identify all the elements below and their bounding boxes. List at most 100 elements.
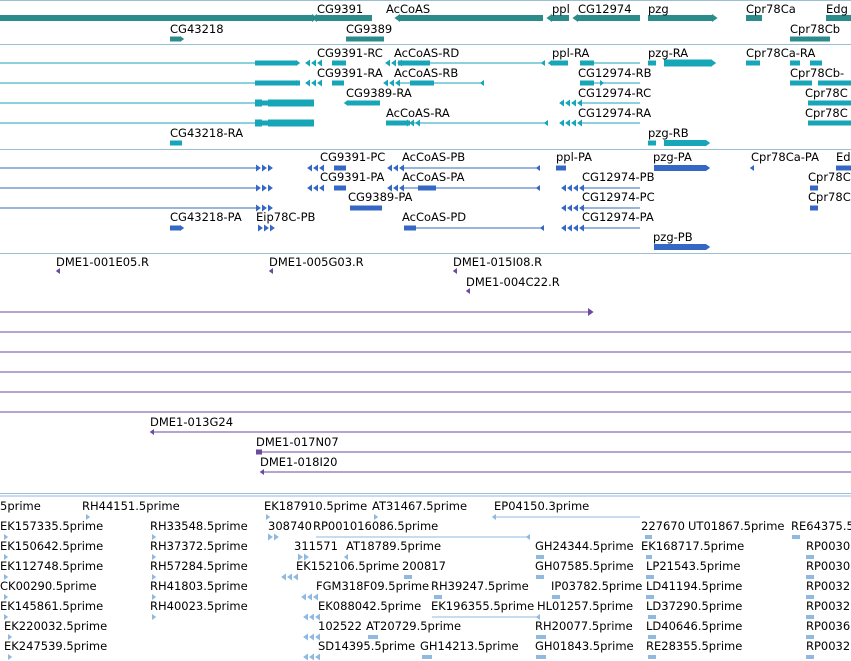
exon-block[interactable] [255,60,262,66]
exon-block[interactable] [332,80,344,86]
gene-block[interactable] [826,15,851,21]
est-block[interactable] [536,555,544,559]
est-label[interactable]: EK168717.5prime [641,539,745,553]
protein-block[interactable] [334,185,346,191]
protein-label[interactable]: CG9389-PA [348,190,413,204]
exon-block[interactable] [580,60,594,66]
protein-label[interactable]: CG9391-PA [320,170,385,184]
gene-block[interactable] [0,15,312,21]
est-label[interactable]: EK145861.5prime [0,599,104,613]
est-label[interactable]: RH37372.5prime [150,539,248,553]
gene-block[interactable] [400,15,543,21]
est-label[interactable]: AT31467.5prime [372,499,468,513]
transcript-label[interactable]: Cpr78Ca-RA [746,46,816,60]
est-label[interactable]: 102522 [318,619,362,633]
exon-block[interactable] [398,60,430,66]
est-label[interactable]: UT01867.5prime [688,519,785,533]
transcript-label[interactable]: CG9389-RA [346,86,412,100]
est-block[interactable] [434,595,442,599]
gene-label[interactable]: pzg [648,2,669,16]
est-label[interactable]: EK196355.5prime [431,599,535,613]
est-label[interactable]: LD41194.5prime [646,579,743,593]
protein-label[interactable]: CG12974-PB [582,170,655,184]
transcript-label[interactable]: CG9391-RC [317,46,383,60]
est-label[interactable]: EK152106.5prime [296,559,400,573]
transcript-label[interactable]: CG12974-RC [578,86,652,100]
gene-block[interactable] [746,15,762,21]
est-label[interactable]: EK157335.5prime [0,519,104,533]
est-label[interactable]: RP0032 [806,639,851,653]
est-label[interactable]: RP0032 [806,579,851,593]
gene-block[interactable] [552,15,569,21]
est-block[interactable] [648,615,656,619]
protein-label[interactable]: Eip78C-PB [256,210,316,224]
exon-block[interactable] [808,100,851,106]
transcript-label[interactable]: CG43218-RA [170,126,244,140]
est-block[interactable] [806,575,814,579]
exon-block[interactable] [332,60,346,66]
est-block[interactable] [792,535,800,539]
est-label[interactable]: RH33548.5prime [150,519,248,533]
protein-block[interactable] [654,165,706,171]
protein-label[interactable]: AcCoAS-PB [402,150,466,164]
transcript-label[interactable]: pzg-RB [648,126,689,140]
est-block[interactable] [646,575,654,579]
transcript-label[interactable]: AcCoAS-RB [394,66,459,80]
est-block[interactable] [536,655,546,659]
gene-block[interactable] [578,15,640,21]
protein-label[interactable]: Cpr78Ca-PA [751,150,819,164]
est-block[interactable] [646,555,652,559]
gene-block[interactable] [648,15,712,21]
est-label[interactable]: 5prime [0,499,41,513]
clone-label[interactable]: DME1-004C22.R [466,275,560,289]
protein-block[interactable] [810,205,818,211]
est-label[interactable]: 311571 [294,539,338,553]
protein-block[interactable] [836,165,851,171]
est-label[interactable]: EP04150.3prime [494,499,590,513]
exon-block[interactable] [818,80,851,86]
protein-label[interactable]: Cpr78C [808,190,851,204]
est-label[interactable]: EK112748.5prime [0,559,104,573]
protein-block[interactable] [654,244,706,250]
exon-block[interactable] [348,100,380,106]
est-label[interactable]: RP001016086.5prime [313,519,439,533]
gene-label[interactable]: AcCoAS [386,2,431,16]
est-label[interactable]: AT18789.5prime [346,539,442,553]
transcript-label[interactable]: ppl-RA [552,46,590,60]
protein-block[interactable] [170,225,180,231]
est-block[interactable] [645,535,652,539]
exon-block[interactable] [790,80,812,86]
protein-label[interactable]: Cpr78C [808,170,851,184]
protein-block[interactable] [810,185,818,191]
est-label[interactable]: GH24344.5prime [535,539,634,553]
protein-block[interactable] [350,205,382,211]
gene-label[interactable]: ppl [552,2,570,16]
clone-label[interactable]: DME1-017N07 [256,435,339,449]
est-label[interactable]: IP03782.5prime [551,579,643,593]
est-label[interactable]: CK00290.5prime [0,579,97,593]
exon-block[interactable] [664,140,706,146]
exon-block[interactable] [268,99,314,107]
est-label[interactable]: FGM318F09.5prime [316,579,430,593]
gene-label[interactable]: CG43218 [170,22,224,36]
est-label[interactable]: RP0032 [806,599,851,613]
est-block[interactable] [646,595,654,599]
transcript-label[interactable]: Cpr78C [805,86,848,100]
transcript-label[interactable]: Cpr78Cb- [790,66,845,80]
est-block[interactable] [806,595,814,599]
est-label[interactable]: RP0036 [806,619,851,633]
est-label[interactable]: AT20729.5prime [366,619,462,633]
exon-block[interactable] [255,99,262,107]
protein-label[interactable]: AcCoAS-PD [402,210,467,224]
protein-label[interactable]: Edg [836,150,851,164]
est-label[interactable]: EK247539.5prime [4,639,108,653]
protein-label[interactable]: CG9391-PC [320,150,386,164]
protein-label[interactable]: CG12974-PA [582,210,654,224]
exon-block[interactable] [810,60,822,66]
est-block[interactable] [806,555,814,559]
exon-block[interactable] [258,60,296,66]
clone-label[interactable]: DME1-013G24 [150,415,234,429]
transcript-label[interactable]: AcCoAS-RD [394,46,460,60]
transcript-label[interactable]: pzg-RA [648,46,689,60]
exon-block[interactable] [580,80,594,86]
